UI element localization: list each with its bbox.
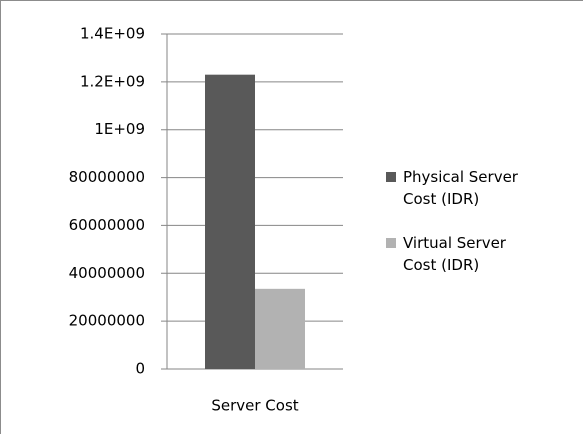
legend-swatch: [386, 238, 396, 248]
y-tick-label: 60000000: [69, 216, 145, 234]
legend-swatch: [386, 172, 396, 182]
legend: Physical Server Cost (IDR) Virtual Server…: [386, 166, 526, 298]
y-tick-label: 1E+09: [94, 120, 145, 138]
y-tick-label: 1.4E+09: [80, 25, 145, 43]
legend-item: Physical Server Cost (IDR): [386, 166, 526, 210]
legend-label: Virtual Server Cost (IDR): [403, 234, 506, 274]
bar: [205, 74, 255, 369]
x-tick-label: Server Cost: [211, 397, 298, 415]
y-tick-label: 40000000: [69, 264, 145, 282]
y-tick-label: 1.2E+09: [80, 72, 145, 90]
y-tick-label: 0: [135, 360, 145, 378]
legend-item: Virtual Server Cost (IDR): [386, 232, 526, 276]
bar: [255, 288, 305, 369]
y-tick-label: 20000000: [69, 312, 145, 330]
y-tick-label: 80000000: [69, 168, 145, 186]
legend-label: Physical Server Cost (IDR): [403, 168, 518, 208]
